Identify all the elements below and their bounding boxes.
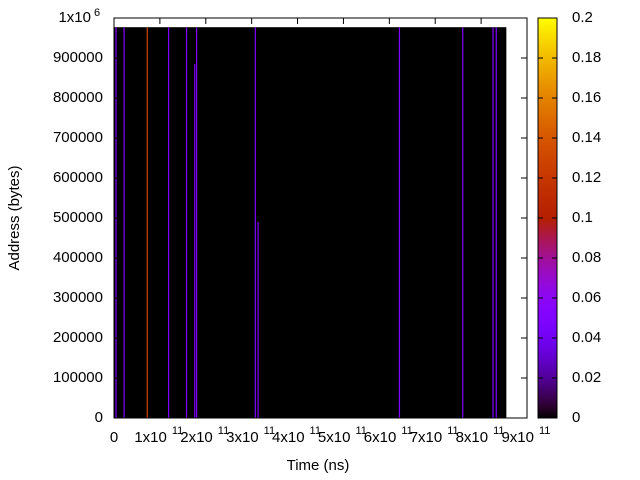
heatmap-background [114, 27, 507, 418]
x-tick-exponent: 11 [355, 425, 366, 437]
x-tick-label: 7x10 [410, 429, 443, 446]
x-tick-exponent: 11 [493, 425, 504, 437]
colorbar-tick-label: 0.04 [572, 329, 601, 346]
colorbar-tick-label: 0.1 [572, 209, 593, 226]
colorbar-tick-label: 0.08 [572, 249, 601, 266]
y-tick-label: 0 [95, 409, 103, 426]
colorbar-tick-label: 0 [572, 409, 580, 426]
colorbar-tick-label: 0.16 [572, 89, 601, 106]
x-tick-exponent: 11 [310, 425, 321, 437]
colorbar-tick-label: 0.06 [572, 289, 601, 306]
x-tick-label: 1x10 [134, 429, 167, 446]
colorbar-tick-label: 0.18 [572, 49, 601, 66]
x-tick-exponent: 11 [264, 425, 275, 437]
y-tick-label: 600000 [53, 169, 103, 186]
x-axis-title: Time (ns) [287, 457, 350, 474]
x-tick-label: 0 [110, 429, 118, 446]
x-tick-exponent: 11 [447, 425, 458, 437]
y-tick-label: 800000 [53, 89, 103, 106]
colorbar-tick-label: 0.12 [572, 169, 601, 186]
x-tick-label: 3x10 [226, 429, 259, 446]
y-axis-title: Address (bytes) [6, 165, 23, 270]
y-tick-label: 100000 [53, 369, 103, 386]
colorbar-tick-label: 0.2 [572, 9, 593, 26]
x-tick-exponent: 11 [172, 425, 183, 437]
y-tick-label: 500000 [53, 209, 103, 226]
x-tick-exponent: 11 [401, 425, 412, 437]
x-tick-label: 8x10 [456, 429, 489, 446]
y-tick-exponent: 6 [94, 7, 100, 19]
x-tick-exponent: 11 [218, 425, 229, 437]
x-tick-label: 5x10 [318, 429, 351, 446]
y-tick-label: 1x10 [58, 9, 91, 26]
x-tick-label: 4x10 [272, 429, 305, 446]
colorbar-tick-label: 0.02 [572, 369, 601, 386]
colorbar-tick-label: 0.14 [572, 129, 601, 146]
y-tick-label: 200000 [53, 329, 103, 346]
x-tick-exponent: 11 [539, 425, 550, 437]
x-tick-label: 9x10 [501, 429, 534, 446]
y-tick-label: 700000 [53, 129, 103, 146]
y-tick-label: 900000 [53, 49, 103, 66]
y-tick-label: 300000 [53, 289, 103, 306]
y-tick-label: 400000 [53, 249, 103, 266]
x-tick-label: 6x10 [364, 429, 397, 446]
x-tick-label: 2x10 [180, 429, 213, 446]
